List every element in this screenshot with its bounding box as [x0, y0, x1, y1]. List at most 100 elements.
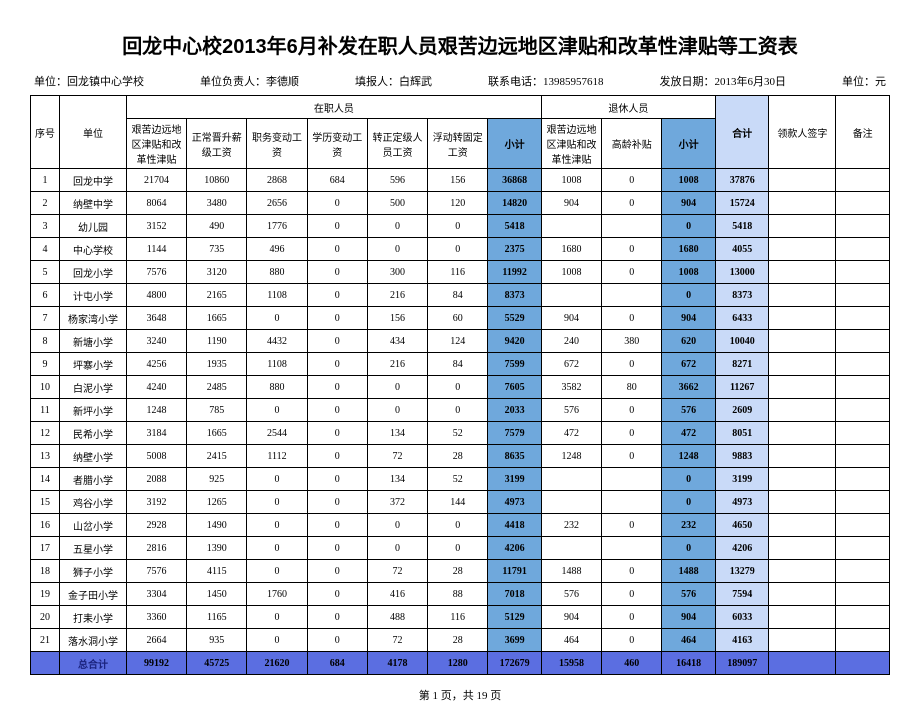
- cell: [836, 399, 890, 422]
- cell: 684: [307, 169, 367, 192]
- cell: 21: [31, 629, 60, 652]
- cell: 496: [247, 238, 307, 261]
- cell: 0: [307, 399, 367, 422]
- cell: 0: [307, 353, 367, 376]
- cell: 672: [662, 353, 716, 376]
- cell: 124: [428, 330, 488, 353]
- th-emp-0: 艰苦边远地区津贴和改革性津贴: [126, 119, 186, 169]
- table-row: 8新塘小学32401190443204341249420240380620100…: [31, 330, 890, 353]
- cell: 0: [307, 491, 367, 514]
- cell: [769, 468, 836, 491]
- cell: 3199: [715, 468, 769, 491]
- cell: 4418: [488, 514, 542, 537]
- cell: 0: [428, 514, 488, 537]
- cell: [602, 215, 662, 238]
- cell: [769, 629, 836, 652]
- cell: 3184: [126, 422, 186, 445]
- cell: 白泥小学: [60, 376, 127, 399]
- cell: [602, 537, 662, 560]
- th-unit: 单位: [60, 96, 127, 169]
- cell: 72: [367, 629, 427, 652]
- table-row: 17五星小学281613900000420604206: [31, 537, 890, 560]
- meta-leader: 单位负责人：李德顺: [200, 73, 299, 89]
- cell: 8373: [488, 284, 542, 307]
- cell: 72: [367, 560, 427, 583]
- cell: 0: [307, 376, 367, 399]
- table-row: 13纳壁小学5008241511120722886351248012489883: [31, 445, 890, 468]
- cell: 2928: [126, 514, 186, 537]
- cell: [769, 261, 836, 284]
- pager: 第 1 页，共 19 页: [30, 687, 890, 703]
- cell: 0: [602, 238, 662, 261]
- cell: 1248: [541, 445, 601, 468]
- meta-row: 单位：回龙镇中心学校 单位负责人：李德顺 填报人：白辉武 联系电话：139859…: [30, 73, 890, 89]
- cell: 0: [307, 330, 367, 353]
- table-row: 3幼儿园31524901776000541805418: [31, 215, 890, 238]
- cell: [769, 192, 836, 215]
- cell: 7576: [126, 261, 186, 284]
- table-row: 21落水洞小学2664935007228369946404644163: [31, 629, 890, 652]
- cell: [769, 445, 836, 468]
- cell: 0: [602, 192, 662, 215]
- cell: [769, 422, 836, 445]
- cell: 4240: [126, 376, 186, 399]
- table-row: 14者腊小学20889250013452319903199: [31, 468, 890, 491]
- cell: 2664: [126, 629, 186, 652]
- cell: 17: [31, 537, 60, 560]
- cell: 0: [307, 422, 367, 445]
- cell: 2544: [247, 422, 307, 445]
- th-sub1: 小计: [488, 119, 542, 169]
- cell: [836, 261, 890, 284]
- cell: 0: [247, 468, 307, 491]
- cell: 7594: [715, 583, 769, 606]
- th-emp-2: 职务变动工资: [247, 119, 307, 169]
- cell: [836, 537, 890, 560]
- cell: 372: [367, 491, 427, 514]
- cell: 2868: [247, 169, 307, 192]
- cell: 5129: [488, 606, 542, 629]
- cell: 4055: [715, 238, 769, 261]
- table-row: 16山岔小学292814900000441823202324650: [31, 514, 890, 537]
- cell: 纳壁中学: [60, 192, 127, 215]
- cell: 0: [307, 583, 367, 606]
- cell: 21704: [126, 169, 186, 192]
- cell: 0: [307, 307, 367, 330]
- cell: 5: [31, 261, 60, 284]
- cell: 380: [602, 330, 662, 353]
- cell: 3120: [187, 261, 247, 284]
- cell: 1665: [187, 422, 247, 445]
- cell: 1390: [187, 537, 247, 560]
- cell: 0: [307, 537, 367, 560]
- cell: 0: [247, 491, 307, 514]
- cell: [31, 652, 60, 675]
- cell: 16: [31, 514, 60, 537]
- cell: 3: [31, 215, 60, 238]
- cell: 11: [31, 399, 60, 422]
- cell: 3662: [662, 376, 716, 399]
- cell: 0: [307, 192, 367, 215]
- cell: 472: [662, 422, 716, 445]
- cell: 134: [367, 468, 427, 491]
- cell: [602, 284, 662, 307]
- cell: [769, 399, 836, 422]
- cell: 4973: [488, 491, 542, 514]
- cell: 20: [31, 606, 60, 629]
- cell: 216: [367, 284, 427, 307]
- cell: 8373: [715, 284, 769, 307]
- cell: 37876: [715, 169, 769, 192]
- cell: 回龙小学: [60, 261, 127, 284]
- cell: 10040: [715, 330, 769, 353]
- cell: 2: [31, 192, 60, 215]
- th-emp-3: 学历变动工资: [307, 119, 367, 169]
- cell: 3480: [187, 192, 247, 215]
- cell: 1280: [428, 652, 488, 675]
- th-total: 合计: [715, 96, 769, 169]
- th-emp-4: 转正定级人员工资: [367, 119, 427, 169]
- cell: 4206: [715, 537, 769, 560]
- cell: 0: [602, 422, 662, 445]
- cell: 1935: [187, 353, 247, 376]
- cell: 156: [428, 169, 488, 192]
- cell: 464: [662, 629, 716, 652]
- cell: 18: [31, 560, 60, 583]
- cell: 14820: [488, 192, 542, 215]
